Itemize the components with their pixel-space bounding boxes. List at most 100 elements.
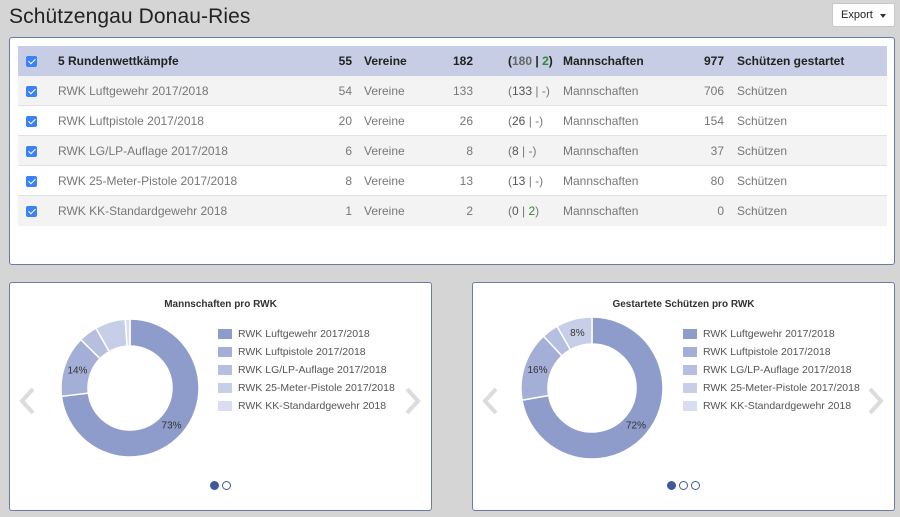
summary-vereine-label: Vereine bbox=[364, 54, 407, 68]
legend-swatch bbox=[218, 401, 232, 411]
row-vereine-count: 20 bbox=[338, 114, 352, 128]
carousel-dots bbox=[473, 481, 894, 490]
row-checkbox[interactable] bbox=[26, 86, 37, 97]
row-vereine-count: 54 bbox=[338, 84, 352, 98]
summary-mannschaften-label: Mannschaften bbox=[563, 54, 644, 68]
table-row[interactable]: RWK Luftgewehr 2017/2018 54 Vereine 133 (133… bbox=[18, 76, 887, 106]
row-checkbox[interactable] bbox=[26, 176, 37, 187]
legend-item[interactable]: RWK KK-Standardgewehr 2018 bbox=[218, 397, 395, 415]
legend-label: RWK KK-Standardgewehr 2018 bbox=[703, 400, 852, 412]
table-row[interactable]: RWK LG/LP-Auflage 2017/2018 6 Vereine 8 (8 |… bbox=[18, 136, 887, 166]
legend-label: RWK Luftpistole 2017/2018 bbox=[703, 346, 831, 358]
pie-slice[interactable] bbox=[124, 318, 131, 347]
row-mannschaften-label: Mannschaften bbox=[563, 144, 639, 158]
legend-swatch bbox=[683, 383, 697, 393]
row-label: RWK Luftgewehr 2017/2018 bbox=[58, 84, 209, 98]
legend-item[interactable]: RWK Luftpistole 2017/2018 bbox=[683, 343, 860, 361]
carousel-dot[interactable] bbox=[667, 481, 676, 490]
row-vereine-count: 1 bbox=[345, 204, 352, 218]
legend-label: RWK LG/LP-Auflage 2017/2018 bbox=[703, 364, 852, 376]
row-schuetzen-count: 0 bbox=[717, 204, 724, 218]
row-teams-detail: (8 | -) bbox=[508, 144, 537, 158]
chevron-right-icon[interactable] bbox=[865, 385, 887, 417]
legend-item[interactable]: RWK LG/LP-Auflage 2017/2018 bbox=[683, 361, 860, 379]
carousel-dot[interactable] bbox=[679, 481, 688, 490]
pie-chart-schuetzen: 72% 16% 8% bbox=[520, 316, 664, 460]
carousel-dot[interactable] bbox=[210, 481, 219, 490]
carousel-dot[interactable] bbox=[691, 481, 700, 490]
row-checkbox[interactable] bbox=[26, 116, 37, 127]
chart-legend: RWK Luftgewehr 2017/2018 RWK Luftpistole … bbox=[218, 325, 395, 415]
pie-slice[interactable] bbox=[60, 318, 200, 458]
row-teams-detail: (26 | -) bbox=[508, 114, 544, 128]
row-divider bbox=[18, 165, 887, 166]
row-teams-count: 2 bbox=[466, 204, 473, 218]
chart-title: Mannschaften pro RWK bbox=[164, 299, 277, 310]
legend-label: RWK KK-Standardgewehr 2018 bbox=[238, 400, 387, 412]
legend-item[interactable]: RWK 25-Meter-Pistole 2017/2018 bbox=[218, 379, 395, 397]
table-row[interactable]: RWK KK-Standardgewehr 2018 1 Vereine 2 (0 | … bbox=[18, 196, 887, 226]
summary-row: 5 Rundenwettkämpfe 55 Vereine 182 (180 |… bbox=[18, 46, 887, 76]
legend-swatch bbox=[218, 329, 232, 339]
row-vereine-count: 8 bbox=[345, 174, 352, 188]
row-schuetzen-count: 37 bbox=[710, 144, 724, 158]
legend-swatch bbox=[683, 365, 697, 375]
legend-item[interactable]: RWK Luftgewehr 2017/2018 bbox=[683, 325, 860, 343]
row-teams-detail: (0 | 2) bbox=[508, 204, 540, 218]
legend-label: RWK Luftpistole 2017/2018 bbox=[238, 346, 366, 358]
checkbox-all[interactable] bbox=[26, 56, 37, 67]
legend-swatch bbox=[218, 347, 232, 357]
row-mannschaften-label: Mannschaften bbox=[563, 84, 639, 98]
chevron-right-icon[interactable] bbox=[402, 385, 424, 417]
legend-item[interactable]: RWK Luftgewehr 2017/2018 bbox=[218, 325, 395, 343]
legend-item[interactable]: RWK 25-Meter-Pistole 2017/2018 bbox=[683, 379, 860, 397]
pie-slice[interactable] bbox=[521, 316, 664, 460]
row-label: RWK LG/LP-Auflage 2017/2018 bbox=[58, 144, 228, 158]
table-row[interactable]: RWK Luftpistole 2017/2018 20 Vereine 26 (26 … bbox=[18, 106, 887, 136]
row-divider bbox=[18, 105, 887, 106]
page-title: Schützengau Donau-Ries bbox=[9, 5, 251, 28]
slice-label: 73% bbox=[162, 420, 182, 431]
legend-label: RWK Luftgewehr 2017/2018 bbox=[238, 328, 370, 340]
row-schuetzen-count: 80 bbox=[710, 174, 724, 188]
row-vereine-label: Vereine bbox=[364, 144, 405, 158]
row-vereine-count: 6 bbox=[345, 144, 352, 158]
export-label: Export bbox=[841, 9, 873, 21]
row-vereine-label: Vereine bbox=[364, 174, 405, 188]
row-label: RWK Luftpistole 2017/2018 bbox=[58, 114, 204, 128]
row-checkbox[interactable] bbox=[26, 146, 37, 157]
row-teams-detail: (133 | -) bbox=[508, 84, 550, 98]
row-vereine-label: Vereine bbox=[364, 114, 405, 128]
legend-item[interactable]: RWK Luftpistole 2017/2018 bbox=[218, 343, 395, 361]
row-vereine-label: Vereine bbox=[364, 204, 405, 218]
summary-schuetzen-count: 977 bbox=[703, 54, 724, 68]
carousel-dot[interactable] bbox=[222, 481, 231, 490]
row-label: RWK 25-Meter-Pistole 2017/2018 bbox=[58, 174, 238, 188]
row-checkbox[interactable] bbox=[26, 206, 37, 217]
legend-swatch bbox=[683, 401, 697, 411]
export-button[interactable]: Export bbox=[832, 3, 895, 27]
legend-label: RWK 25-Meter-Pistole 2017/2018 bbox=[703, 382, 860, 394]
summary-vereine-count: 55 bbox=[338, 54, 352, 68]
row-schuetzen-label: Schützen bbox=[737, 84, 788, 98]
legend-item[interactable]: RWK KK-Standardgewehr 2018 bbox=[683, 397, 860, 415]
summary-teams-detail: (180 | 2) bbox=[508, 54, 553, 68]
chevron-left-icon[interactable] bbox=[16, 385, 38, 417]
row-teams-count: 133 bbox=[452, 84, 473, 98]
chevron-left-icon[interactable] bbox=[479, 385, 501, 417]
row-label: RWK KK-Standardgewehr 2018 bbox=[58, 204, 228, 218]
row-teams-count: 13 bbox=[459, 174, 473, 188]
legend-swatch bbox=[218, 383, 232, 393]
pie-slice[interactable] bbox=[556, 316, 593, 351]
slice-label: 16% bbox=[527, 365, 547, 376]
legend-item[interactable]: RWK LG/LP-Auflage 2017/2018 bbox=[218, 361, 395, 379]
chart-panel-schuetzen: Gestartete Schützen pro RWK 72% 16% 8% RWK… bbox=[472, 282, 895, 511]
row-teams-detail: (13 | -) bbox=[508, 174, 544, 188]
row-schuetzen-label: Schützen bbox=[737, 144, 788, 158]
competition-table-panel: 5 Rundenwettkämpfe 55 Vereine 182 (180 |… bbox=[9, 37, 895, 265]
slice-label: 72% bbox=[626, 421, 646, 432]
summary-schuetzen-label: Schützen gestartet bbox=[737, 54, 845, 68]
row-mannschaften-label: Mannschaften bbox=[563, 204, 639, 218]
table-row[interactable]: RWK 25-Meter-Pistole 2017/2018 8 Vereine 13… bbox=[18, 166, 887, 196]
legend-label: RWK Luftgewehr 2017/2018 bbox=[703, 328, 835, 340]
